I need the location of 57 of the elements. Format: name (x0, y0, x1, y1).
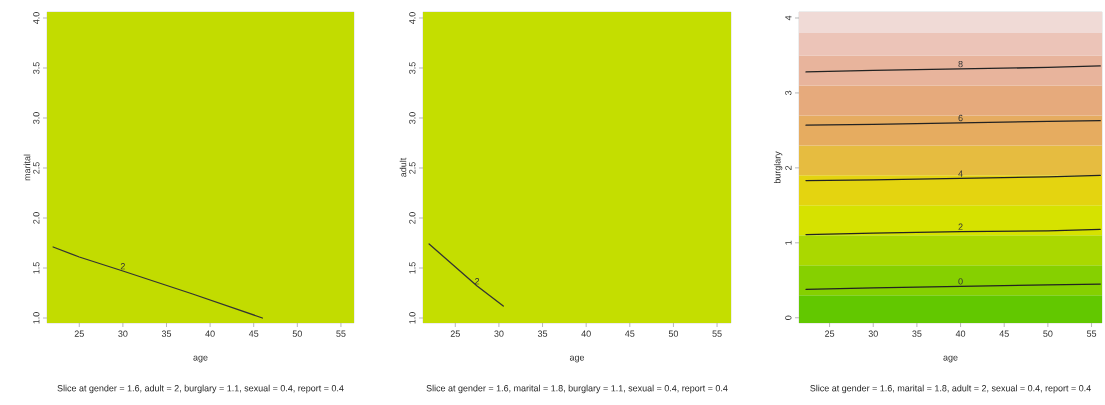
x-tick-label: 45 (625, 330, 635, 337)
x-tick-label: 40 (205, 330, 215, 337)
x-tick-label: 45 (248, 330, 259, 337)
x-tick-label: 35 (161, 330, 172, 337)
x-tick-label: 30 (494, 330, 504, 337)
y-tick-label: 3.0 (409, 112, 416, 124)
y-axis-title: adult (399, 157, 407, 177)
series-label: 2 (120, 263, 125, 270)
y-tick-label: 2.0 (33, 212, 40, 224)
y-tick-label: 4 (785, 15, 792, 21)
x-tick-label: 55 (1086, 330, 1097, 337)
x-axis-title: age (569, 355, 585, 363)
x-tick-label: 35 (912, 330, 922, 337)
series-label: 0 (958, 278, 963, 285)
y-tick-label: 3 (785, 90, 792, 96)
x-tick-label: 50 (292, 330, 302, 337)
x-tick-label: 40 (581, 330, 591, 337)
x-tick-label: 50 (668, 330, 679, 337)
y-tick-label: 2 (785, 165, 792, 170)
x-tick-label: 55 (336, 330, 346, 337)
y-axis-title: marital (23, 154, 31, 181)
y-tick-label: 3.5 (33, 62, 40, 74)
y-axis-title: burglary (773, 151, 783, 184)
text: Slice at gender = 1.6, marital = 1.8, adult = 2, sexual = 0.4, report = 0.4 (810, 384, 1091, 394)
y-tick-label: 2.0 (409, 212, 416, 224)
x-tick-label: 25 (74, 330, 84, 337)
x-tick-label: 35 (537, 330, 548, 337)
y-tick-label: 0 (785, 315, 792, 320)
y-tick-label: 1.5 (409, 262, 416, 274)
series-label: 4 (958, 170, 963, 177)
y-tick-label: 3.5 (409, 62, 416, 74)
y-tick-label: 1.0 (33, 312, 40, 324)
y-tick-label: 2.5 (33, 162, 40, 174)
y-tick-label: 1.5 (33, 262, 40, 274)
y-tick-label: 1.0 (409, 312, 416, 324)
y-tick-label: 1 (785, 240, 792, 245)
x-tick-label: 55 (712, 330, 722, 337)
x-tick-label: 25 (450, 330, 460, 337)
line-series (52, 246, 264, 319)
x-tick-label: 25 (825, 330, 835, 337)
series-label: 2 (475, 278, 480, 285)
series-label: 6 (958, 114, 963, 122)
text: Slice at gender = 1.6, adult = 2, burglary = 1.1, sexual = 0.4, report = 0.4 (57, 384, 344, 394)
y-tick-label: 3.0 (33, 112, 40, 124)
text: Slice at gender = 1.6, marital = 1.8, burglary = 1.1, sexual = 0.4, report = 0.4 (426, 384, 728, 394)
series-label: 2 (958, 223, 963, 230)
x-tick-label: 30 (868, 330, 878, 337)
series-label: 8 (958, 60, 963, 68)
y-tick-label: 2.5 (409, 162, 416, 174)
x-tick-label: 30 (118, 330, 128, 337)
x-tick-label: 45 (999, 330, 1009, 337)
y-tick-label: 4.0 (33, 12, 40, 25)
y-tick-label: 4.0 (409, 12, 416, 25)
x-tick-label: 40 (955, 330, 966, 337)
x-axis-title: age (943, 355, 958, 363)
x-tick-label: 50 (1043, 330, 1053, 337)
x-axis-title: age (193, 355, 208, 363)
